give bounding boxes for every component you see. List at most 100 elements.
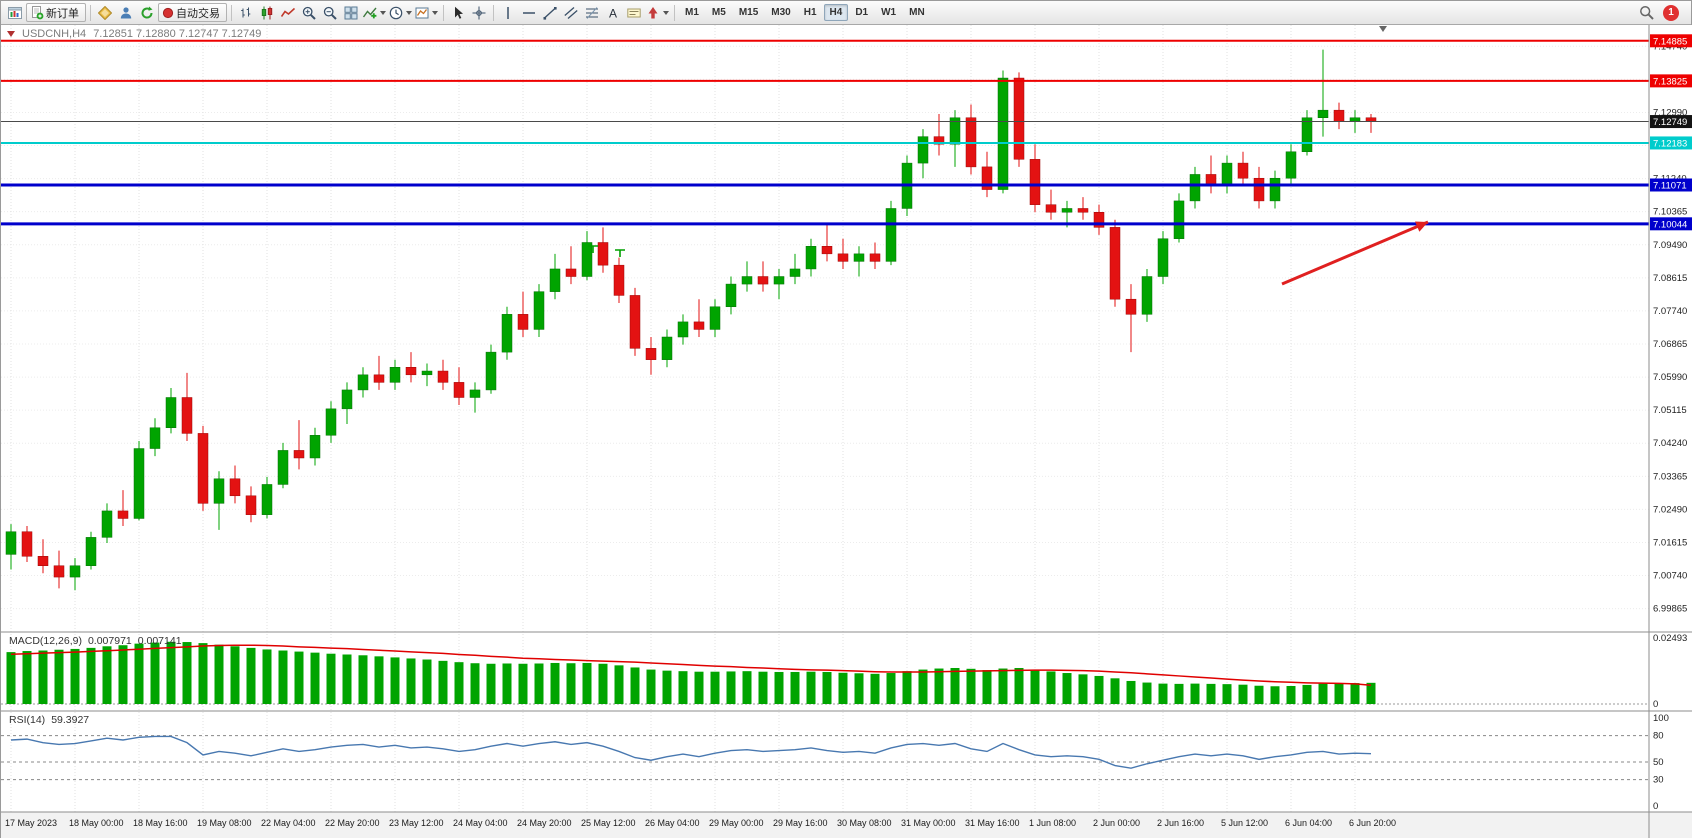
search-button[interactable] xyxy=(1636,3,1656,23)
price-tag-box xyxy=(1650,217,1692,231)
channel-button[interactable] xyxy=(561,3,581,23)
svg-text:30: 30 xyxy=(1653,775,1664,786)
data-window-icon xyxy=(120,6,132,18)
trendline-button[interactable] xyxy=(540,3,560,23)
bear-candle xyxy=(1077,208,1089,213)
bull-candle xyxy=(501,314,513,353)
macd-bar xyxy=(6,652,16,704)
timeframe-button-m15[interactable]: M15 xyxy=(738,7,759,18)
arrows-button[interactable] xyxy=(645,3,670,23)
macd-bar xyxy=(294,651,304,704)
svg-text:25 May 12:00: 25 May 12:00 xyxy=(581,818,636,828)
timeframe-button-h1[interactable]: H1 xyxy=(803,7,817,18)
chart-area: 17 May 2023 18 May 00:00 18 May 16:00 19 Ma… xyxy=(1,25,1692,838)
svg-text:7.05115: 7.05115 xyxy=(1653,405,1687,416)
macd-bar xyxy=(1174,683,1184,704)
macd-bar xyxy=(230,646,240,704)
macd-bar xyxy=(950,667,960,704)
bull-candle xyxy=(1157,238,1169,277)
macd-bar xyxy=(150,642,160,704)
timeframe-button-m5[interactable]: M5 xyxy=(711,7,726,18)
line-chart-button[interactable] xyxy=(278,3,298,23)
macd-bar xyxy=(1222,684,1232,704)
timeframe-button-mn[interactable]: MN xyxy=(909,7,925,18)
bull-candle xyxy=(677,321,689,338)
svg-text:31 May 00:00: 31 May 00:00 xyxy=(901,818,956,828)
svg-text:29 May 16:00: 29 May 16:00 xyxy=(773,818,828,828)
indicators-icon xyxy=(363,7,377,18)
chart-canvas[interactable]: 17 May 2023 18 May 00:00 18 May 16:00 19 Ma… xyxy=(1,25,1692,838)
toolbar-separator xyxy=(90,4,91,21)
market-watch-button[interactable] xyxy=(95,3,115,23)
tile-windows-button[interactable] xyxy=(341,3,361,23)
bear-candle xyxy=(117,510,129,519)
timeframe-button-w1[interactable]: W1 xyxy=(881,7,897,18)
indicators-button[interactable] xyxy=(362,3,387,23)
main-toolbar: 新订单 自动交易 A M1 M5 xyxy=(1,1,1691,25)
macd-bar xyxy=(582,662,592,704)
bear-candle xyxy=(229,478,241,497)
price-tag-box xyxy=(1650,136,1692,150)
bear-candle xyxy=(1029,159,1041,205)
bear-candle xyxy=(597,242,609,266)
macd-bar xyxy=(982,670,992,704)
macd-bar xyxy=(1286,685,1296,704)
fibonacci-button[interactable] xyxy=(582,3,602,23)
bear-candle xyxy=(869,253,881,262)
bar-chart-button[interactable] xyxy=(236,3,256,23)
auto-trading-button[interactable]: 自动交易 xyxy=(158,3,227,22)
templates-button[interactable] xyxy=(414,3,439,23)
timeframe-button-m1[interactable]: M1 xyxy=(685,7,699,18)
bull-candle xyxy=(1301,117,1313,153)
timeframe-button-h4[interactable]: H4 xyxy=(823,4,849,21)
annotations xyxy=(588,26,1429,286)
notification-badge[interactable]: 1 xyxy=(1663,4,1679,21)
bear-candle xyxy=(37,556,49,566)
new-order-button[interactable]: 新订单 xyxy=(26,3,86,22)
cursor-button[interactable] xyxy=(448,3,468,23)
chart-background xyxy=(1,25,1692,838)
new-order-icon xyxy=(32,5,44,19)
macd-bar xyxy=(1062,673,1072,704)
zoom-out-button[interactable] xyxy=(320,3,340,23)
timeframe-button-m30[interactable]: M30 xyxy=(771,7,791,18)
periods-button[interactable] xyxy=(388,3,413,23)
zoom-in-button[interactable] xyxy=(299,3,319,23)
candlestick-chart-button[interactable] xyxy=(257,3,277,23)
macd-bar xyxy=(134,643,144,704)
horizontal-line-button[interactable] xyxy=(519,3,539,23)
bear-candle xyxy=(1237,162,1249,179)
trend-arrow-line[interactable] xyxy=(1281,220,1429,286)
chart-window-button[interactable] xyxy=(5,3,25,23)
text-button[interactable]: A xyxy=(603,3,623,23)
horizontal-line-icon xyxy=(523,11,535,14)
data-window-button[interactable] xyxy=(116,3,136,23)
bull-candle xyxy=(69,565,81,578)
svg-text:2 Jun 00:00: 2 Jun 00:00 xyxy=(1093,818,1140,828)
macd-signal-line xyxy=(10,644,1372,686)
bear-candle xyxy=(373,374,385,383)
price-tags: 7.14885 7.13825 7.12749 7.12183 7.11071 7.100… xyxy=(1650,34,1692,231)
bear-candle xyxy=(1093,211,1105,228)
bull-candle xyxy=(949,117,961,145)
macd-bar xyxy=(118,645,128,704)
candlesticks xyxy=(5,49,1377,591)
bull-candle xyxy=(549,268,561,292)
navigator-icon xyxy=(141,6,153,19)
svg-text:7.09490: 7.09490 xyxy=(1653,240,1687,251)
macd-bar xyxy=(454,662,464,704)
candlestick-chart-icon xyxy=(261,6,273,19)
bull-candle xyxy=(165,397,177,428)
crosshair-button[interactable] xyxy=(469,3,489,23)
bull-candle xyxy=(325,408,337,436)
vertical-line-button[interactable] xyxy=(498,3,518,23)
bull-candle xyxy=(533,291,545,330)
text-label-button[interactable] xyxy=(624,3,644,23)
bear-candle xyxy=(1045,204,1057,213)
navigator-button[interactable] xyxy=(137,3,157,23)
macd-bar xyxy=(1046,671,1056,704)
bear-candle xyxy=(1253,177,1265,202)
timeframe-button-d1[interactable]: D1 xyxy=(855,7,869,18)
svg-text:0: 0 xyxy=(1653,699,1658,710)
bull-candle xyxy=(101,510,113,538)
